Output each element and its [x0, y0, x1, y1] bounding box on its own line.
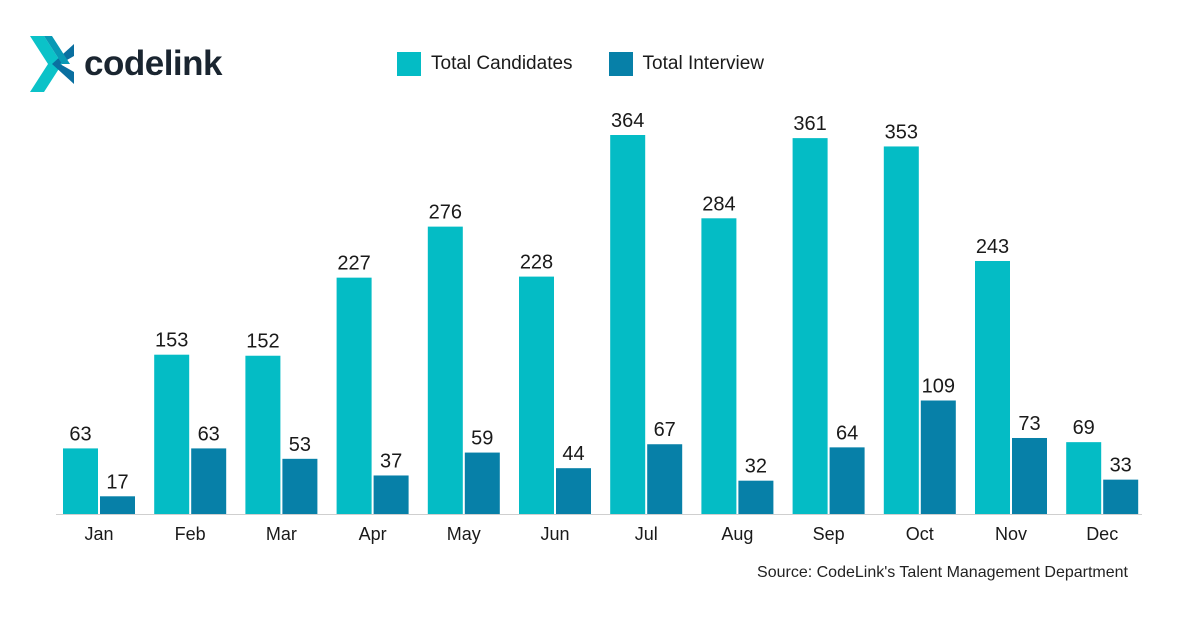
codelink-logo-icon [30, 36, 74, 92]
bar-candidates-mar [245, 355, 281, 514]
brand-name: codelink [84, 44, 222, 83]
legend-item-candidates: Total Candidates [397, 52, 573, 76]
bar-interview-apr [373, 475, 409, 514]
bar-interview-jun [556, 468, 591, 514]
bar-candidates-dec [1066, 442, 1102, 514]
legend-swatch-candidates [397, 52, 421, 76]
data-label-candidates-feb: 153 [155, 330, 188, 352]
data-label-interview-mar: 53 [289, 434, 311, 456]
x-tick-label-jun: Jun [540, 524, 569, 544]
data-label-candidates-sep: 361 [793, 113, 826, 135]
codelink-logo: codelink [30, 36, 222, 92]
x-tick-label-apr: Apr [359, 524, 387, 544]
bar-candidates-oct [883, 146, 919, 514]
legend-item-interview: Total Interview [608, 52, 764, 76]
bar-candidates-apr [336, 277, 372, 514]
bar-candidates-jun [519, 276, 554, 514]
bar-candidates-jul [610, 135, 646, 514]
bar-interview-mar [282, 458, 318, 514]
bar-interview-sep [829, 447, 865, 514]
data-label-interview-may: 59 [471, 428, 493, 450]
data-label-candidates-aug: 284 [702, 193, 735, 215]
bar-interview-feb [191, 448, 227, 514]
x-tick-label-jan: Jan [84, 524, 113, 544]
x-tick-label-nov: Nov [995, 524, 1027, 544]
data-label-interview-jun: 44 [562, 443, 584, 465]
data-label-interview-jul: 67 [654, 419, 676, 441]
data-label-candidates-dec: 69 [1073, 417, 1095, 439]
x-tick-label-mar: Mar [266, 524, 297, 544]
data-label-candidates-jan: 63 [69, 423, 91, 445]
x-tick-label-feb: Feb [175, 524, 206, 544]
x-tick-label-may: May [447, 524, 481, 544]
data-label-candidates-may: 276 [429, 202, 462, 224]
bar-candidates-jan [63, 448, 98, 514]
data-label-interview-sep: 64 [836, 422, 858, 444]
legend: Total Candidates Total Interview [397, 52, 800, 76]
data-label-candidates-jul: 364 [611, 110, 644, 132]
data-label-interview-nov: 73 [1018, 413, 1040, 435]
data-label-interview-aug: 32 [745, 456, 767, 478]
bar-candidates-nov [975, 260, 1010, 514]
legend-label-interview: Total Interview [642, 53, 764, 74]
data-label-interview-feb: 63 [198, 423, 220, 445]
bar-candidates-feb [154, 354, 190, 514]
data-label-candidates-mar: 152 [246, 331, 279, 353]
x-tick-label-jul: Jul [635, 524, 658, 544]
data-label-interview-dec: 33 [1110, 455, 1132, 477]
data-label-interview-oct: 109 [922, 376, 955, 398]
bar-interview-dec [1103, 479, 1139, 514]
data-label-candidates-oct: 353 [885, 121, 918, 143]
bar-candidates-sep [792, 138, 828, 514]
data-label-candidates-apr: 227 [337, 253, 370, 275]
x-tick-label-sep: Sep [813, 524, 845, 544]
bar-interview-aug [738, 480, 774, 514]
bar-interview-may [464, 452, 500, 514]
source-note: Source: CodeLink's Talent Management Dep… [757, 564, 1128, 581]
bar-interview-nov [1012, 437, 1047, 514]
legend-label-candidates: Total Candidates [431, 53, 573, 74]
bar-interview-jan [100, 496, 135, 514]
legend-swatch-interview [608, 52, 633, 76]
bar-candidates-may [427, 226, 463, 514]
x-tick-label-aug: Aug [721, 524, 753, 544]
x-tick-label-oct: Oct [906, 524, 934, 544]
bar-interview-oct [920, 400, 956, 514]
data-label-interview-apr: 37 [380, 450, 402, 472]
data-label-interview-jan: 17 [106, 471, 128, 493]
data-label-candidates-jun: 228 [520, 252, 553, 274]
bar-interview-jul [647, 444, 683, 514]
bar-candidates-aug [701, 218, 737, 515]
data-label-candidates-nov: 243 [976, 236, 1009, 258]
x-tick-label-dec: Dec [1086, 524, 1118, 544]
